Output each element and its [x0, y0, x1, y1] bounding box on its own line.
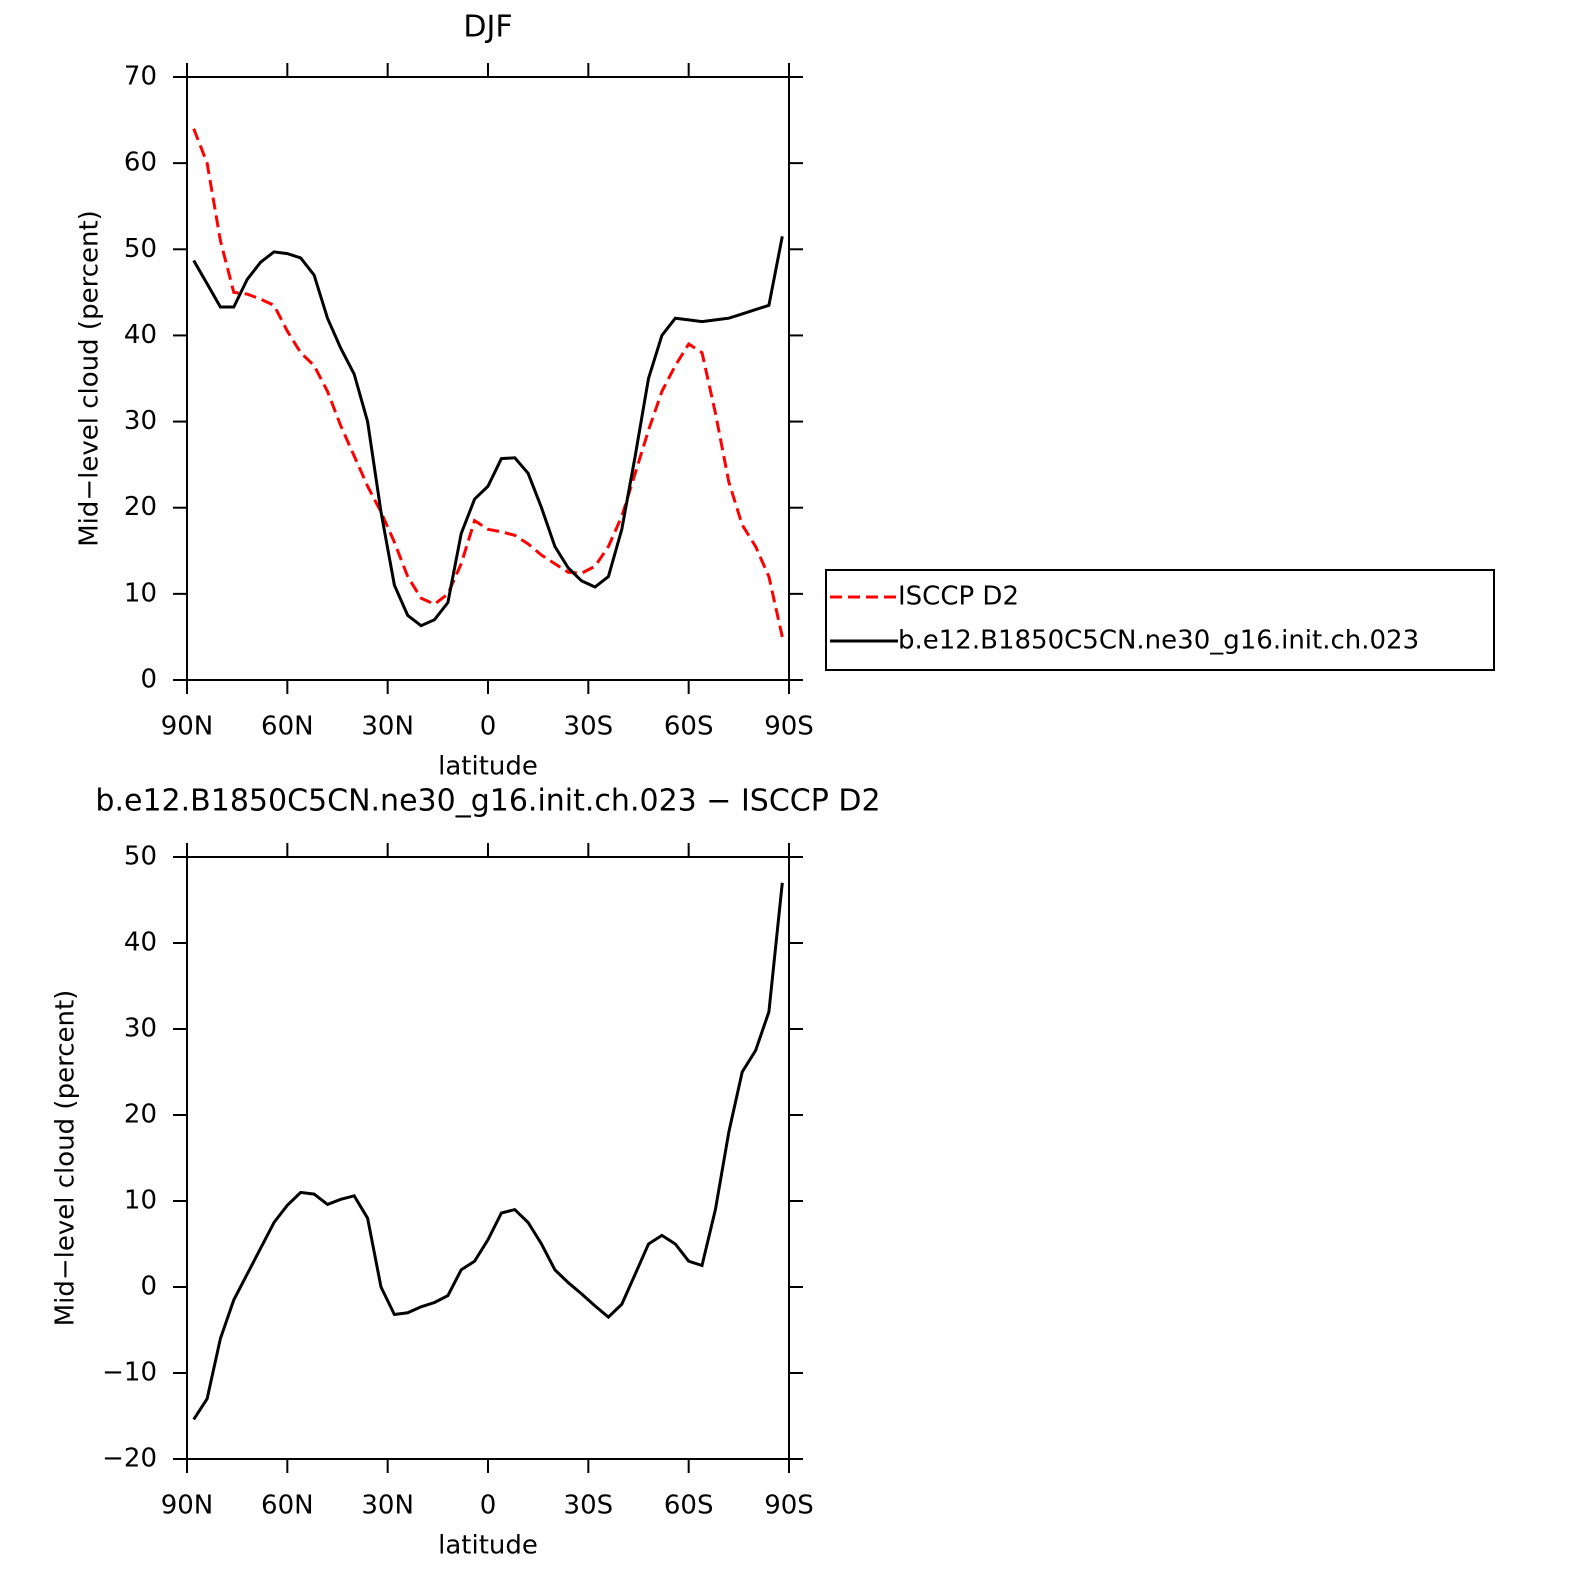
y-tick-label: 70 [124, 62, 157, 92]
y-tick-label: 20 [124, 492, 157, 522]
series-line [192, 236, 784, 628]
y-tick-label: 0 [140, 665, 157, 695]
y-tick-label: 10 [124, 1186, 157, 1216]
x-tick-label: 90N [161, 712, 214, 742]
x-axis-label: latitude [438, 1531, 538, 1561]
y-tick-label: 60 [124, 148, 157, 178]
y-tick-label: 40 [124, 928, 157, 958]
x-tick-label: 60S [664, 712, 714, 742]
y-tick-label: 40 [124, 320, 157, 350]
x-tick-label: 90S [764, 712, 814, 742]
y-tick-label: −10 [102, 1358, 157, 1388]
x-tick-label: 0 [480, 1491, 497, 1521]
x-tick-label: 30S [564, 712, 614, 742]
x-tick-label: 30N [361, 1491, 414, 1521]
x-tick-label: 30N [361, 712, 414, 742]
plot-frame [186, 856, 790, 1460]
y-tick-label: 30 [124, 1014, 157, 1044]
y-tick-label: −20 [102, 1444, 157, 1474]
chart-title: DJF [463, 10, 512, 45]
x-tick-label: 60N [261, 1491, 314, 1521]
y-tick-label: 50 [124, 234, 157, 264]
y-axis-label: Mid−level cloud (percent) [75, 210, 105, 547]
series-line [192, 882, 784, 1421]
x-tick-label: 60N [261, 712, 314, 742]
legend-box [825, 569, 1495, 671]
y-tick-label: 10 [124, 578, 157, 608]
series-line [192, 128, 784, 638]
y-tick-label: 0 [140, 1272, 157, 1302]
y-tick-label: 20 [124, 1100, 157, 1130]
chart-title: b.e12.B1850C5CN.ne30_g16.init.ch.023 − I… [95, 784, 880, 819]
x-axis-label: latitude [438, 752, 538, 782]
legend-label: b.e12.B1850C5CN.ne30_g16.init.ch.023 [898, 626, 1419, 656]
x-tick-label: 90N [161, 1491, 214, 1521]
y-tick-label: 50 [124, 842, 157, 872]
x-tick-label: 30S [564, 1491, 614, 1521]
x-tick-label: 0 [480, 712, 497, 742]
x-tick-label: 60S [664, 1491, 714, 1521]
plot-frame [186, 76, 790, 681]
legend-label: ISCCP D2 [898, 582, 1019, 612]
x-tick-label: 90S [764, 1491, 814, 1521]
y-axis-label: Mid−level cloud (percent) [51, 990, 81, 1327]
y-tick-label: 30 [124, 406, 157, 436]
